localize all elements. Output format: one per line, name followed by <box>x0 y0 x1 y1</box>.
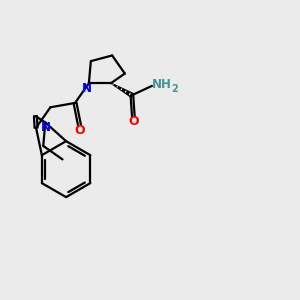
Text: O: O <box>75 124 86 137</box>
Text: N: N <box>41 121 51 134</box>
Text: NH: NH <box>152 78 172 91</box>
Polygon shape <box>111 83 133 97</box>
Text: O: O <box>128 115 139 128</box>
Text: N: N <box>82 82 92 95</box>
Text: 2: 2 <box>172 84 178 94</box>
